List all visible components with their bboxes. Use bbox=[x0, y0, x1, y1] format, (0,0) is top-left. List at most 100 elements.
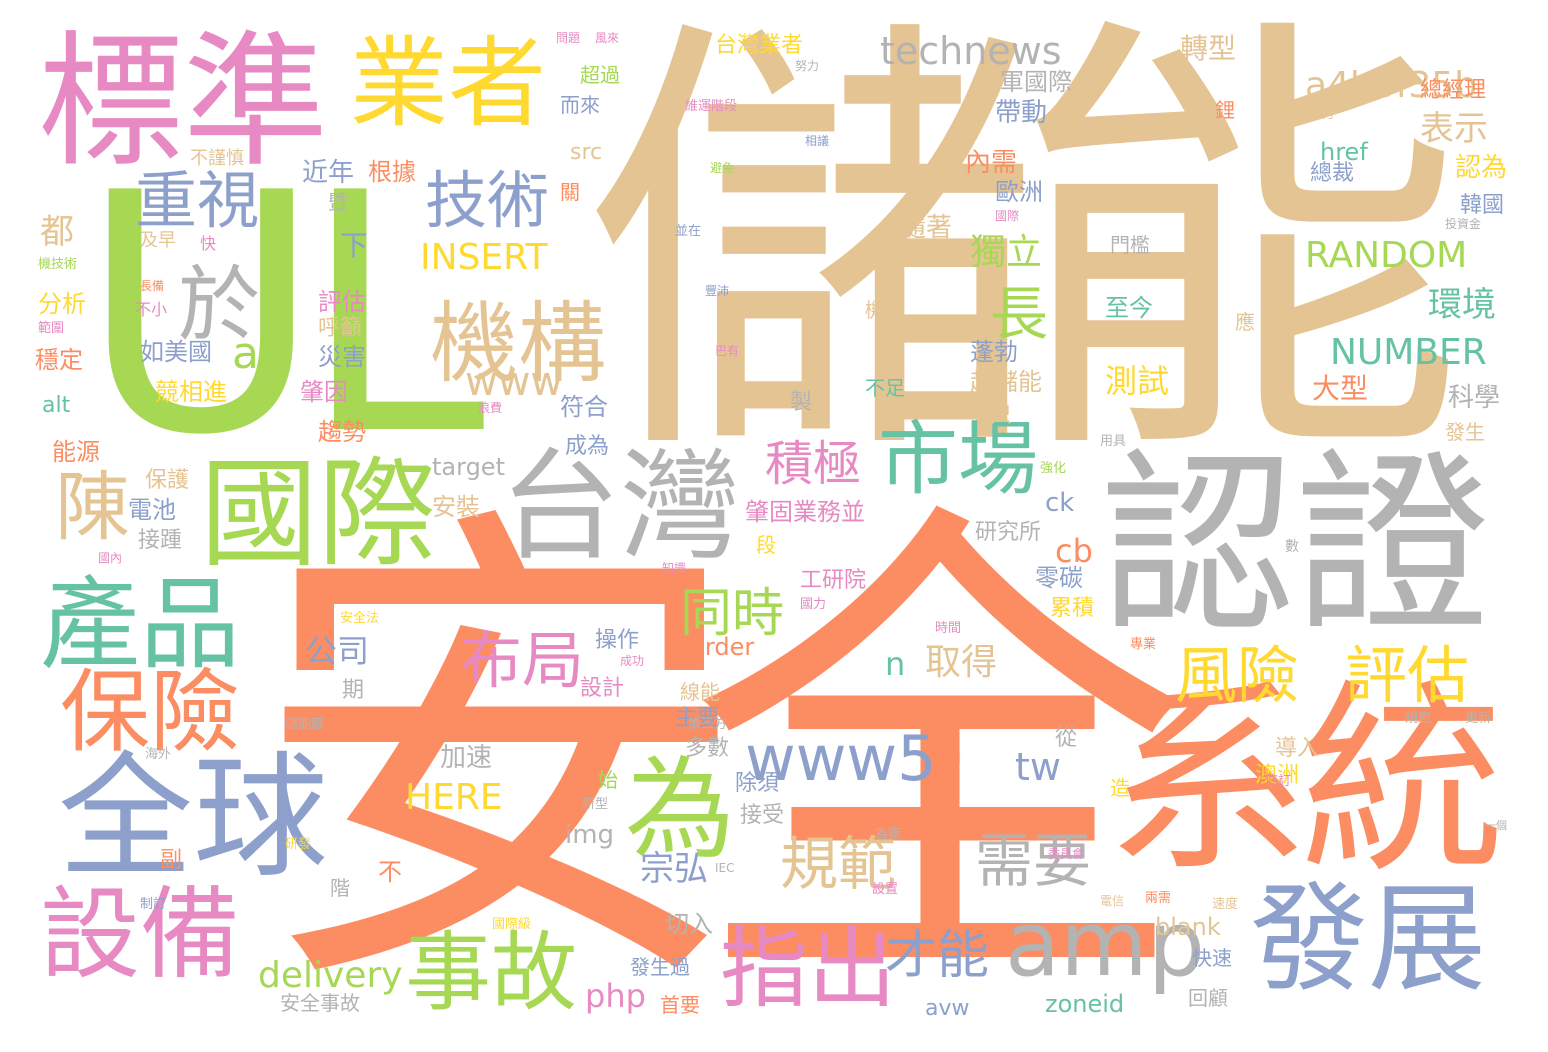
word-guoji-s: 國際 bbox=[995, 209, 1020, 223]
word-zhuanye: 專業 bbox=[1130, 637, 1157, 652]
word-li: 鋰 bbox=[1215, 98, 1235, 122]
word-renzheng: 認證 bbox=[1100, 432, 1490, 659]
word-zhongshi: 重視 bbox=[135, 164, 260, 237]
word-ying: 應 bbox=[1235, 310, 1255, 334]
word-img: img bbox=[565, 820, 615, 850]
word-changbei: 長備 bbox=[140, 279, 165, 293]
word-huyu: 呼籲 bbox=[318, 316, 363, 341]
word-bingzai: 並在 bbox=[675, 224, 702, 239]
word-cb: cb bbox=[1055, 532, 1093, 570]
word-sheji: 設計 bbox=[580, 676, 625, 701]
word-xiangyi: 相議 bbox=[805, 134, 830, 148]
word-jigou: 機構 bbox=[430, 292, 607, 395]
word-suizhe: 隨著 bbox=[900, 213, 953, 243]
word-daoru: 導入 bbox=[1275, 736, 1320, 761]
word-pinggu: 評估 bbox=[1345, 639, 1470, 712]
word-anquanshigu: 安全事故 bbox=[280, 991, 360, 1015]
word-cong: 從 bbox=[1055, 726, 1078, 751]
word-zhi: 只 bbox=[990, 403, 1013, 428]
word-gengxin: 更新 bbox=[1465, 711, 1492, 726]
word-chanpin: 產品 bbox=[40, 566, 240, 683]
word-qude: 取得 bbox=[925, 642, 998, 683]
word-chen: 陳 bbox=[55, 463, 131, 551]
word-xiuding: 修訂 bbox=[1265, 774, 1292, 789]
word-xianneng: 線能 bbox=[680, 680, 720, 704]
word-shili: 實力 bbox=[1310, 107, 1335, 121]
word-shijian: 時間 bbox=[935, 621, 962, 636]
word-taiwan: 台灣 bbox=[500, 438, 740, 577]
word-guonei: 國內 bbox=[98, 551, 123, 565]
word-baohu: 保護 bbox=[145, 468, 190, 493]
word-href: href bbox=[1320, 138, 1368, 166]
word-zhi2: 製 bbox=[790, 390, 813, 415]
word-buxiao: 不小 bbox=[135, 300, 168, 319]
word-zongjingli: 總經理 bbox=[1420, 78, 1487, 103]
word-dou: 都 bbox=[40, 212, 74, 252]
word-guojiji: 國際級 bbox=[492, 917, 532, 932]
word-jinnian: 近年 bbox=[302, 158, 355, 188]
word-fasheng: 發生 bbox=[1445, 420, 1485, 444]
word-ul: UL bbox=[80, 123, 485, 507]
word-langfei: 浪費 bbox=[478, 401, 503, 415]
word-ceshi: 測試 bbox=[1105, 362, 1170, 400]
word-yu: 於 bbox=[178, 258, 261, 353]
word-bu: 不 bbox=[378, 858, 402, 886]
word-fenxi: 分析 bbox=[38, 290, 86, 318]
word-jiasu: 加速 bbox=[440, 743, 493, 773]
word-daidong: 帶動 bbox=[995, 98, 1048, 128]
word-shichang: 市場 bbox=[878, 413, 1038, 506]
word-buzu: 不足 bbox=[865, 376, 905, 400]
word-liangxu: 兩需 bbox=[1145, 891, 1172, 906]
word-jieshou: 接受 bbox=[740, 803, 785, 828]
word-biaozhun: 標準 bbox=[38, 18, 328, 187]
word-weichang: 為廠 bbox=[875, 827, 902, 842]
word-here: HERE bbox=[405, 777, 503, 818]
word-wenti: 問題 bbox=[556, 31, 581, 45]
word-guifan: 規範 bbox=[780, 830, 897, 898]
word-touzijin: 投資金 bbox=[1445, 217, 1482, 231]
word-xuyao: 需要 bbox=[975, 827, 1092, 895]
word-haiwai: 海外 bbox=[145, 747, 172, 762]
word-fengxian: 風險 bbox=[1175, 639, 1300, 712]
word-yanfa: 研發 bbox=[285, 837, 312, 852]
word-border: border bbox=[675, 633, 755, 661]
word-quanqiu: 全球 bbox=[58, 739, 328, 896]
word-caineng: 才能 bbox=[885, 926, 990, 986]
word-wei: 為 bbox=[625, 746, 735, 874]
word-erlai: 而來 bbox=[560, 93, 600, 117]
word-kuai: 快 bbox=[200, 234, 217, 253]
word-chuxu: 除須 bbox=[735, 771, 780, 796]
word-sudu: 速度 bbox=[1212, 897, 1239, 912]
word-anquanfa: 安全法 bbox=[340, 611, 380, 626]
word-biaoshi: 表示 bbox=[1420, 109, 1488, 149]
word-jizhi: 機制 bbox=[865, 298, 905, 322]
word-shi: 始 bbox=[598, 768, 618, 792]
word-zhishi: 知識 bbox=[662, 561, 687, 575]
word-www5: www5 bbox=[745, 722, 937, 795]
word-zonghong: 宗弘 bbox=[640, 849, 708, 889]
word-chuneng: 儲能 bbox=[585, 0, 1465, 512]
word-changyu: 場域 bbox=[895, 69, 920, 83]
word-bayou: 巴有 bbox=[715, 344, 740, 358]
word-weiyuanhui: 委員會 bbox=[1048, 847, 1085, 861]
word-guan: 關 bbox=[560, 180, 580, 204]
word-xitong: 系統 bbox=[1105, 663, 1505, 901]
word-shigu: 事故 bbox=[405, 923, 577, 1023]
word-renwei: 認為 bbox=[1455, 153, 1508, 183]
word-fashengguo: 發生過 bbox=[630, 955, 690, 979]
word-zhuyao: 主要 bbox=[675, 706, 720, 731]
word-bujinshen: 不謹慎 bbox=[190, 148, 244, 169]
word-shebei: 設備 bbox=[40, 876, 240, 993]
word-jijishu: 機技術 bbox=[38, 257, 78, 272]
word-jingxiangjin: 競相進 bbox=[155, 378, 227, 406]
word-yezhe: 業者 bbox=[350, 27, 547, 141]
word-zongcai: 總裁 bbox=[1310, 161, 1355, 186]
word-dianchi: 電池 bbox=[128, 496, 176, 524]
word-huanjing: 環境 bbox=[1428, 285, 1496, 325]
word-chaoguo: 超過 bbox=[580, 63, 620, 87]
word-fanwei: 範圍 bbox=[38, 321, 65, 336]
word-fenglai: 風來 bbox=[595, 31, 620, 45]
word-qichuneng: 起儲能 bbox=[970, 368, 1042, 396]
word-tongshi: 同時 bbox=[680, 584, 785, 644]
word-zoneid: zoneid bbox=[1045, 990, 1125, 1018]
